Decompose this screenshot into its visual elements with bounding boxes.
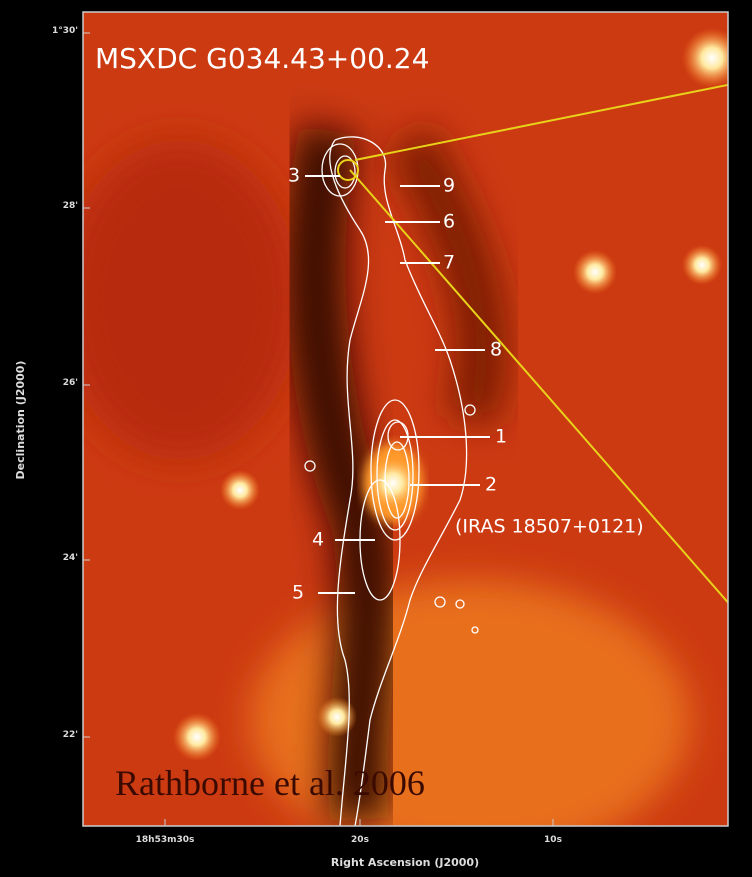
y-axis-label: Declination (J2000) bbox=[14, 361, 27, 480]
title: MSXDC G034.43+00.24 bbox=[95, 42, 429, 75]
x-tick-label: 18h53m30s bbox=[136, 835, 195, 845]
source-label: 8 bbox=[490, 339, 502, 361]
source-label: 9 bbox=[443, 175, 455, 197]
figure: 3 9 6 7 8 1 2 4 5 MSXDC G034.43+00.24 (IRAS 1850… bbox=[0, 0, 752, 877]
source-label: 1 bbox=[495, 426, 507, 448]
x-tick-label: 20s bbox=[351, 835, 369, 845]
y-tick-label: 26' bbox=[63, 378, 78, 388]
credit: Rathborne et al. 2006 bbox=[115, 763, 425, 803]
y-tick-label: 24' bbox=[63, 553, 78, 563]
source-label: 5 bbox=[292, 582, 304, 604]
annotation: (IRAS 18507+0121) bbox=[455, 516, 644, 538]
source-label: 4 bbox=[312, 529, 324, 551]
source-label: 2 bbox=[485, 474, 497, 496]
source-label: 6 bbox=[443, 211, 455, 233]
x-axis-label: Right Ascension (J2000) bbox=[331, 856, 479, 869]
image: 3 9 6 7 8 1 2 4 5 MSXDC G034.43+00.24 (IRAS 1850… bbox=[60, 12, 752, 860]
source-label: 7 bbox=[443, 252, 455, 274]
y-tick-label: 28' bbox=[63, 201, 78, 211]
x-tick-label: 10s bbox=[544, 835, 562, 845]
y-tick-label: 22' bbox=[63, 730, 78, 740]
y-tick-label: 1°30' bbox=[52, 26, 78, 36]
source-label: 3 bbox=[288, 165, 300, 187]
